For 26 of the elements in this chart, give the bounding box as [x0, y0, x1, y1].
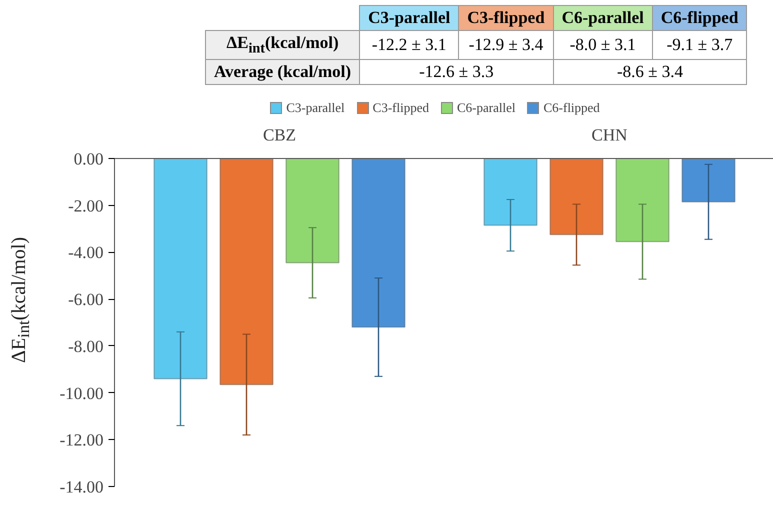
text: Average (kcal/mol) [206, 59, 360, 85]
y-tick-label: 0.00 [74, 150, 104, 168]
y-tick-label: -10.00 [60, 384, 104, 403]
legend-label: C6-parallel [456, 99, 516, 117]
text: C6-parallel [562, 8, 644, 27]
y-tick-label: -14.00 [60, 478, 104, 496]
legend-label: C6-flipped [542, 99, 600, 117]
y-tick-label: -12.00 [60, 430, 104, 450]
text: ΔE$_{int}$(kcal/mol) [206, 30, 360, 60]
y-tick-label: -2.00 [68, 196, 104, 216]
text: -12.6 ± 3.3 [360, 59, 554, 85]
text: C3-flipped [467, 8, 545, 27]
legend-label: C3-parallel [285, 99, 345, 117]
text: -8.6 ± 3.4 [553, 59, 747, 85]
y-tick-label: -6.00 [68, 290, 104, 310]
text: -12.2 ± 3.1 [360, 30, 459, 60]
text: C6-flipped [660, 8, 738, 27]
text: -12.9 ± 3.4 [458, 30, 554, 60]
text: -9.1 ± 3.7 [652, 30, 747, 60]
y-tick-label: -4.00 [68, 243, 104, 262]
text: -8.0 ± 3.1 [553, 30, 652, 60]
x-tick-label: CBZ [262, 126, 296, 144]
y-tick-label: -8.00 [68, 336, 104, 356]
text: C3-parallel [368, 8, 450, 27]
legend-label: C3-flipped [372, 99, 429, 117]
x-tick-label: CHN [592, 126, 628, 144]
